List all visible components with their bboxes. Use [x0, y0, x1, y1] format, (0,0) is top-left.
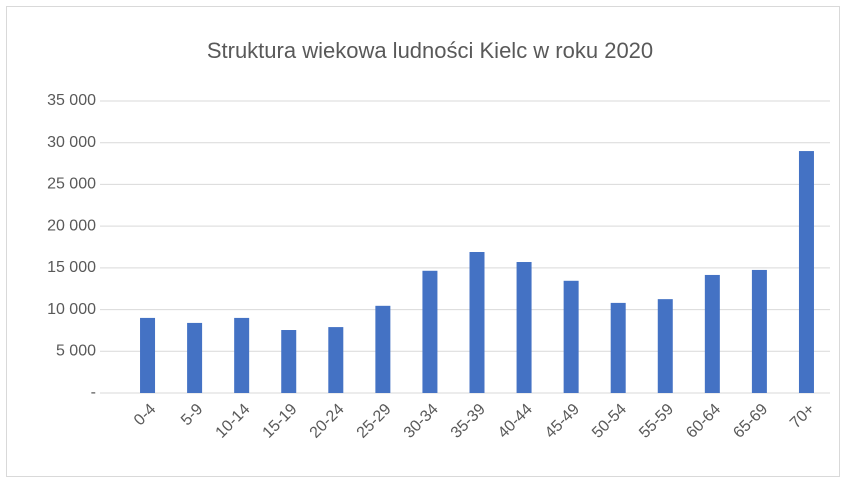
bar	[610, 302, 626, 393]
bar	[704, 274, 720, 393]
bar	[140, 317, 156, 393]
bar	[657, 299, 673, 393]
y-tick-label: 5 000	[56, 343, 96, 360]
y-tick-label: 20 000	[47, 217, 96, 234]
bar	[234, 317, 250, 393]
y-tick-label: 10 000	[47, 301, 96, 318]
y-tick-label: 25 000	[47, 176, 96, 193]
bar	[563, 280, 579, 393]
bar	[422, 270, 438, 393]
bar	[281, 330, 297, 393]
bar	[798, 151, 814, 393]
y-tick-label: 35 000	[47, 92, 96, 109]
chart-title: Struktura wiekowa ludności Kielc w roku …	[207, 38, 653, 63]
chart-border	[6, 6, 840, 477]
y-tick-label: -	[91, 384, 96, 401]
y-tick-label: 15 000	[47, 259, 96, 276]
bar	[516, 262, 532, 393]
bar	[375, 305, 391, 393]
bar	[469, 252, 485, 393]
y-tick-label: 30 000	[47, 134, 96, 151]
bar	[187, 322, 203, 393]
bar	[328, 327, 344, 393]
bar	[751, 269, 767, 393]
